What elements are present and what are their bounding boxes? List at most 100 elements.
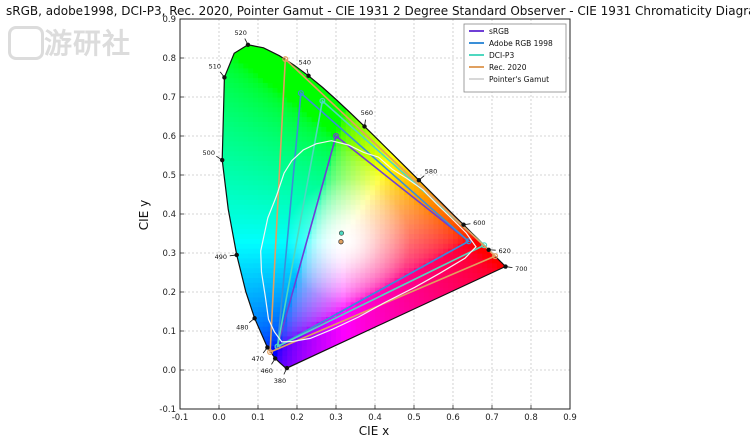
color-cell: [287, 316, 292, 321]
color-cell: [292, 326, 297, 331]
color-cell: [234, 214, 239, 219]
color-cell: [268, 97, 273, 102]
color-cell: [419, 238, 424, 243]
color-cell: [248, 219, 253, 224]
color-cell: [253, 224, 258, 229]
color-cell: [268, 258, 273, 263]
color-cell: [258, 214, 263, 219]
color-cell: [253, 131, 258, 136]
color-cell: [239, 253, 244, 258]
color-cell: [248, 165, 253, 170]
color-cell: [360, 316, 365, 321]
color-cell: [239, 248, 244, 253]
color-cell: [282, 190, 287, 195]
color-cell: [243, 136, 248, 141]
color-cell: [243, 73, 248, 78]
color-cell: [243, 82, 248, 87]
color-cell: [414, 248, 419, 253]
color-cell: [239, 180, 244, 185]
wavelength-label: 500: [203, 149, 215, 157]
color-cell: [248, 117, 253, 122]
color-cell: [360, 170, 365, 175]
color-cell: [234, 195, 239, 200]
color-cell: [224, 102, 229, 107]
color-cell: [273, 165, 278, 170]
color-cell: [307, 131, 312, 136]
color-cell: [253, 190, 258, 195]
color-cell: [278, 224, 283, 229]
legend-label: Adobe RGB 1998: [489, 39, 553, 48]
color-cell: [239, 121, 244, 126]
color-cell: [282, 204, 287, 209]
wavelength-label: 480: [236, 324, 248, 332]
color-cell: [243, 78, 248, 83]
color-cell: [287, 82, 292, 87]
color-cell: [302, 160, 307, 165]
color-cell: [268, 156, 273, 161]
color-cell: [341, 170, 346, 175]
color-cell: [268, 199, 273, 204]
color-cell: [434, 234, 439, 239]
color-cell: [234, 121, 239, 126]
color-cell: [438, 238, 443, 243]
color-cell: [268, 92, 273, 97]
color-cell: [263, 73, 268, 78]
color-cell: [282, 355, 287, 360]
color-cell: [263, 68, 268, 73]
color-cell: [229, 136, 234, 141]
color-cell: [263, 180, 268, 185]
color-cell: [278, 273, 283, 278]
color-cell: [253, 102, 258, 107]
color-cell: [234, 141, 239, 146]
color-cell: [385, 185, 390, 190]
color-cell: [409, 214, 414, 219]
color-cell: [287, 146, 292, 151]
color-cell: [414, 224, 419, 229]
color-cell: [258, 204, 263, 209]
color-cell: [453, 234, 458, 239]
color-cell: [248, 63, 253, 68]
color-cell: [253, 112, 258, 117]
color-cell: [239, 243, 244, 248]
legend-label: sRGB: [489, 27, 509, 36]
color-cell: [243, 156, 248, 161]
color-cell: [468, 258, 473, 263]
color-cell: [292, 316, 297, 321]
color-cell: [282, 351, 287, 356]
color-cell: [424, 258, 429, 263]
color-cell: [360, 160, 365, 165]
color-cell: [263, 82, 268, 87]
color-cell: [492, 263, 497, 268]
color-cell: [414, 204, 419, 209]
color-cell: [331, 156, 336, 161]
color-cell: [321, 121, 326, 126]
color-cell: [497, 263, 502, 268]
color-cell: [424, 219, 429, 224]
color-cell: [253, 170, 258, 175]
color-cell: [326, 336, 331, 341]
color-cell: [409, 204, 414, 209]
color-cell: [239, 238, 244, 243]
color-cell: [224, 160, 229, 165]
color-cell: [243, 160, 248, 165]
color-cell: [390, 307, 395, 312]
color-cell: [346, 156, 351, 161]
color-cell: [414, 219, 419, 224]
color-cell: [224, 131, 229, 136]
color-cell: [419, 224, 424, 229]
color-cell: [253, 297, 258, 302]
color-cell: [224, 170, 229, 175]
color-cell: [438, 258, 443, 263]
color-cell: [263, 258, 268, 263]
color-cell: [365, 170, 370, 175]
color-cell: [263, 58, 268, 63]
color-cell: [341, 160, 346, 165]
color-cell: [429, 224, 434, 229]
color-cell: [253, 204, 258, 209]
color-cell: [434, 248, 439, 253]
color-cell: [258, 160, 263, 165]
color-cell: [224, 107, 229, 112]
color-cell: [292, 97, 297, 102]
color-cell: [239, 58, 244, 63]
